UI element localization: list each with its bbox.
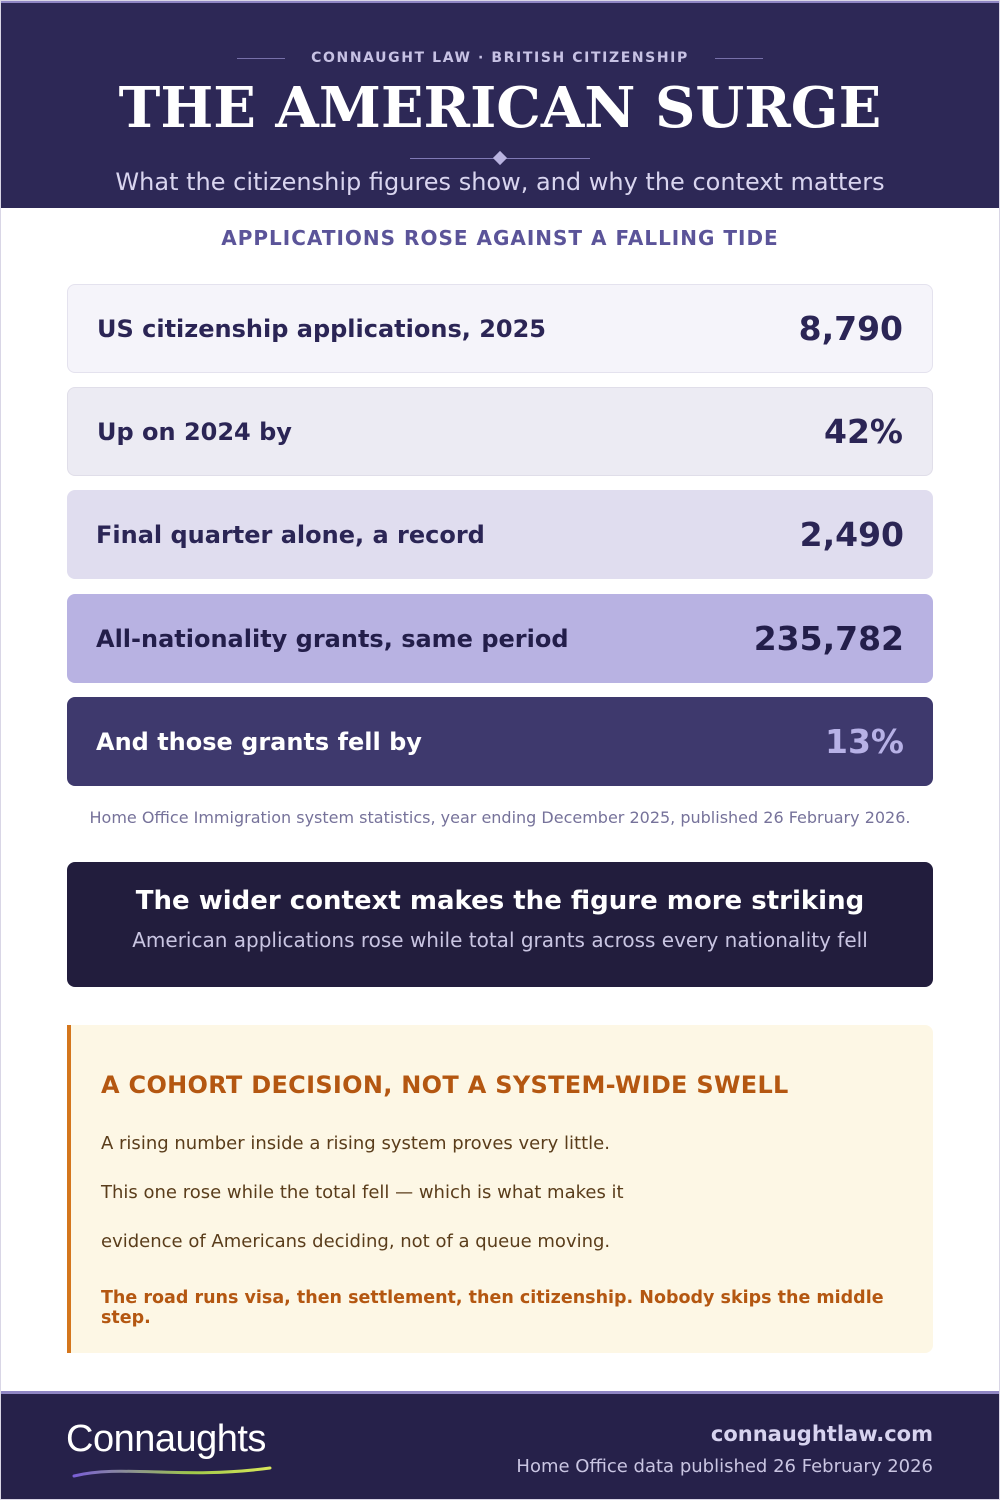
note-emphasis: The road runs visa, then settlement, the… [101,1288,884,1328]
stat-value: 8,790 [798,309,903,348]
footer-link[interactable]: connaughtlaw.com [710,1422,933,1446]
diamond-icon [492,150,508,166]
kicker-rule-right [714,57,763,59]
kicker: CONNAUGHT LAW · BRITISH CITIZENSHIP [311,50,689,66]
stat-label: Final quarter alone, a record [96,520,485,549]
page-subtitle: What the citizenship figures show, and w… [115,168,885,196]
note-title: A COHORT DECISION, NOT A SYSTEM-WIDE SWE… [101,1071,789,1099]
stat-label: All-nationality grants, same period [96,624,569,653]
stat-row: Up on 2024 by 42% [67,387,933,476]
stat-value: 13% [825,722,904,761]
stat-value: 235,782 [753,619,904,658]
header: CONNAUGHT LAW · BRITISH CITIZENSHIP THE … [0,0,1000,208]
context-title: The wider context makes the figure more … [135,886,865,916]
page-title: THE AMERICAN SURGE [118,75,882,141]
context-callout: The wider context makes the figure more … [67,862,933,987]
footer: Connaughts connaughtlaw.com Home Office … [0,1391,1000,1500]
stat-row: Final quarter alone, a record 2,490 [67,490,933,579]
note-line: evidence of Americans deciding, not of a… [101,1231,611,1252]
stat-label: Up on 2024 by [97,417,292,446]
stat-row: All-nationality grants, same period 235,… [67,594,933,683]
stat-value: 2,490 [799,515,904,554]
section-heading: APPLICATIONS ROSE AGAINST A FALLING TIDE [221,226,779,250]
kicker-rule-left [237,57,286,59]
context-subtitle: American applications rose while total g… [132,928,868,952]
stat-value: 42% [824,412,903,451]
footer-date: Home Office data published 26 February 2… [516,1456,933,1477]
source-note: Home Office Immigration system statistic… [89,808,911,827]
note-line: A rising number inside a rising system p… [101,1133,610,1154]
stat-row: US citizenship applications, 2025 8,790 [67,284,933,373]
kicker-row: CONNAUGHT LAW · BRITISH CITIZENSHIP [0,50,1000,66]
stat-label: And those grants fell by [96,727,422,756]
stat-row: And those grants fell by 13% [67,697,933,786]
stat-label: US citizenship applications, 2025 [97,314,547,343]
logo-swoosh-icon [72,1466,272,1478]
note-line: This one rose while the total fell — whi… [101,1182,624,1203]
brand-logo: Connaughts [66,1418,266,1460]
note-callout: A COHORT DECISION, NOT A SYSTEM-WIDE SWE… [67,1025,933,1353]
